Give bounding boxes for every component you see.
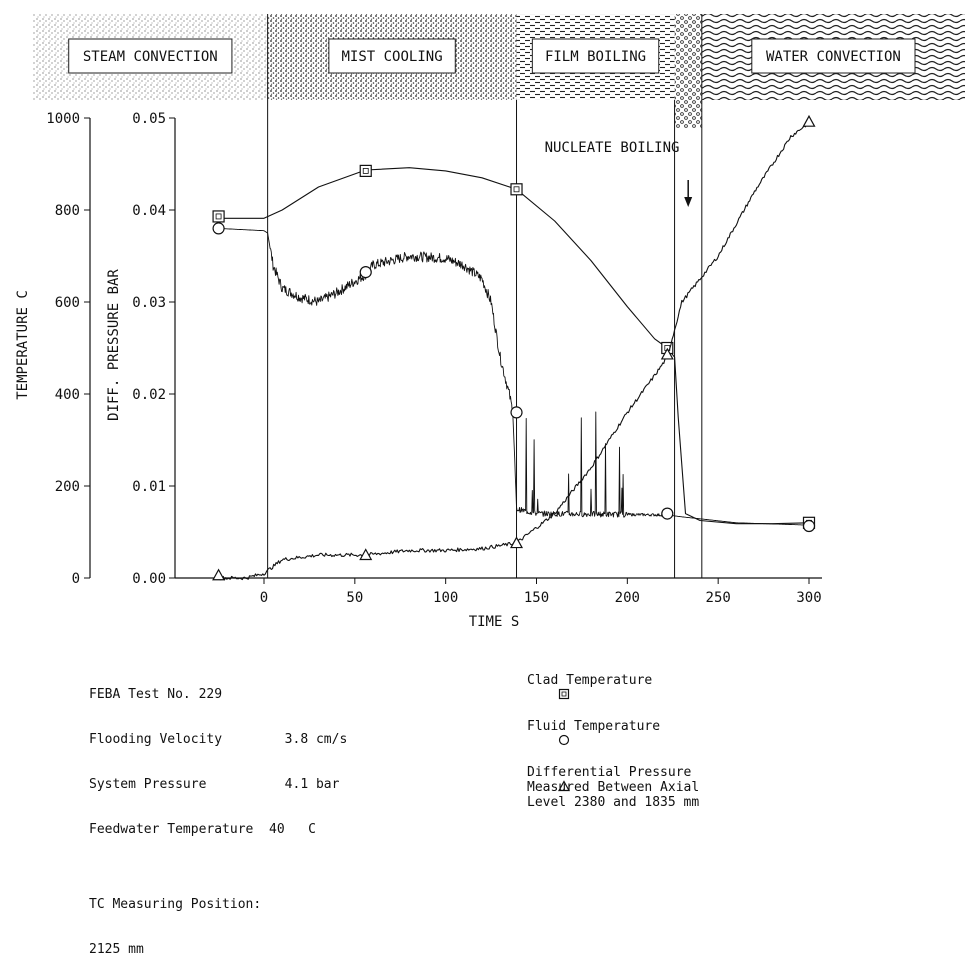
y-left-tick-label: 400	[55, 387, 80, 403]
y-left-tick-label: 800	[55, 203, 80, 219]
y-right-tick-label: 0.04	[132, 203, 166, 219]
x-tick-label: 50	[346, 590, 363, 606]
diff-pressure-point	[802, 114, 816, 127]
legend-label: Clad Temperature	[527, 673, 653, 688]
legend-label: Fluid Temperature	[527, 719, 661, 734]
annotation-nucleate-boiling: NUCLEATE BOILING	[545, 140, 680, 156]
info-line: Feedwater Temperature 40 C	[89, 822, 316, 837]
clad-temperature-point-inner	[362, 167, 369, 174]
info-line: FEBA Test No. 229	[89, 687, 223, 702]
annotation-arrow-head	[684, 197, 693, 207]
y-right-tick-label: 0.05	[132, 111, 166, 127]
regime-label: FILM BOILING	[545, 49, 646, 65]
y-right-tick-label: 0.02	[132, 387, 166, 403]
regime-label: MIST COOLING	[341, 49, 442, 65]
legend-item-clad: Clad Temperature	[511, 673, 699, 719]
x-tick-label: 250	[706, 590, 731, 606]
x-axis-label: TIME S	[469, 614, 520, 630]
y-left-tick-label: 1000	[46, 111, 80, 127]
series-line-square	[218, 167, 810, 525]
clad-temperature-point-inner	[215, 213, 222, 220]
square-marker-icon	[511, 673, 570, 719]
regime-label: STEAM CONVECTION	[83, 49, 218, 65]
x-tick-label: 150	[524, 590, 549, 606]
regime-band	[674, 14, 702, 128]
clad-temperature-point	[212, 210, 225, 223]
x-tick-label: 300	[796, 590, 821, 606]
y-axis-left-label: TEMPERATURE C	[15, 290, 31, 400]
fluid-temperature-point	[359, 266, 372, 279]
info-line: Flooding Velocity 3.8 cm/s	[89, 732, 348, 747]
y-left-tick-label: 600	[55, 295, 80, 311]
y-right-tick-label: 0.01	[132, 479, 166, 495]
diff-pressure-point	[359, 548, 373, 561]
fluid-temperature-point	[661, 507, 674, 520]
series-line-circle	[218, 227, 809, 526]
fluid-temperature-point	[802, 519, 816, 533]
clad-temperature-point-inner	[513, 186, 520, 193]
triangle-marker-icon	[511, 765, 570, 811]
clad-temperature-point	[359, 164, 372, 177]
y-left-tick-label: 0	[72, 571, 80, 587]
regime-label-box	[751, 38, 916, 74]
fluid-temperature-point	[510, 406, 523, 419]
legend-item-diff-pressure: Differential Pressure Measured Between A…	[511, 765, 699, 811]
regime-label-box	[68, 38, 233, 74]
legend-label: Differential Pressure Measured Between A…	[527, 765, 700, 810]
chart: STEAM CONVECTION MIST COOLING FILM BOILING…	[15, 14, 965, 630]
info-line: System Pressure 4.1 bar	[89, 777, 340, 792]
x-tick-label: 100	[433, 590, 458, 606]
info-line: 2125 mm	[89, 942, 144, 957]
y-right-tick-label: 0.00	[132, 571, 166, 587]
y-left-tick-label: 200	[55, 479, 80, 495]
diff-pressure-point	[660, 347, 674, 360]
y-right-tick-label: 0.03	[132, 295, 166, 311]
diff-pressure-point	[510, 536, 524, 549]
diff-pressure-point	[212, 568, 226, 581]
regime-label-box	[328, 38, 456, 74]
regime-label: WATER CONVECTION	[766, 49, 901, 65]
info-line: TC Measuring Position:	[89, 897, 262, 912]
x-tick-label: 200	[615, 590, 640, 606]
legend: Clad Temperature Fluid Temperature Diffe…	[511, 673, 699, 811]
x-tick-label: 0	[260, 590, 268, 606]
regime-label-box	[531, 38, 660, 74]
fluid-temperature-point	[212, 222, 225, 235]
legend-item-fluid: Fluid Temperature	[511, 719, 699, 765]
y-axis-right-label: DIFF. PRESSURE BAR	[106, 269, 122, 421]
circle-marker-icon	[511, 719, 570, 765]
test-info: FEBA Test No. 229 Flooding Velocity 3.8 …	[89, 657, 347, 972]
clad-temperature-point	[510, 183, 523, 196]
